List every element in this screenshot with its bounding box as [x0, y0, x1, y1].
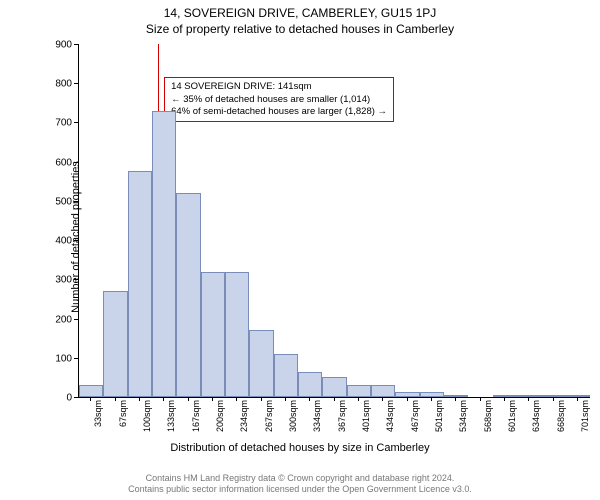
- histogram-bar: [322, 377, 346, 397]
- histogram-bar: [298, 372, 322, 397]
- y-axis: 0100200300400500600700800900: [48, 44, 78, 398]
- x-tick-mark: [382, 397, 383, 401]
- histogram-bar: [347, 385, 371, 397]
- histogram-bar: [444, 395, 468, 397]
- y-tick-label: 400: [55, 236, 72, 247]
- x-tick-mark: [528, 397, 529, 401]
- x-tick-mark: [504, 397, 505, 401]
- x-tick-mark: [577, 397, 578, 401]
- x-tick-label: 434sqm: [385, 400, 395, 432]
- title-address: 14, SOVEREIGN DRIVE, CAMBERLEY, GU15 1PJ: [0, 6, 600, 20]
- histogram-bar: [128, 171, 152, 397]
- callout-line3: 64% of semi-detached houses are larger (…: [171, 106, 387, 118]
- histogram-bar: [103, 291, 127, 397]
- footer-line2: Contains public sector information licen…: [0, 484, 600, 496]
- x-tick-mark: [334, 397, 335, 401]
- title-subtitle: Size of property relative to detached ho…: [0, 22, 600, 36]
- x-tick-label: 67sqm: [118, 400, 128, 427]
- y-tick-label: 700: [55, 118, 72, 129]
- footer-line1: Contains HM Land Registry data © Crown c…: [0, 473, 600, 485]
- x-tick-mark: [261, 397, 262, 401]
- x-tick-label: 501sqm: [434, 400, 444, 432]
- x-tick-label: 601sqm: [507, 400, 517, 432]
- footer-attribution: Contains HM Land Registry data © Crown c…: [0, 473, 600, 496]
- x-tick-label: 401sqm: [361, 400, 371, 432]
- x-tick-label: 367sqm: [337, 400, 347, 432]
- histogram-bar: [152, 111, 176, 397]
- x-tick-mark: [480, 397, 481, 401]
- x-tick-label: 167sqm: [191, 400, 201, 432]
- x-tick-label: 467sqm: [410, 400, 420, 432]
- histogram-bar: [176, 193, 200, 397]
- x-tick-label: 200sqm: [215, 400, 225, 432]
- histogram-bar: [249, 330, 273, 397]
- x-tick-label: 634sqm: [531, 400, 541, 432]
- y-tick-label: 900: [55, 40, 72, 51]
- y-tick-label: 100: [55, 353, 72, 364]
- x-tick-label: 568sqm: [483, 400, 493, 432]
- y-tick-label: 600: [55, 157, 72, 168]
- plot-area: 14 SOVEREIGN DRIVE: 141sqm ← 35% of deta…: [78, 44, 590, 398]
- x-tick-mark: [431, 397, 432, 401]
- x-tick-mark: [188, 397, 189, 401]
- x-tick-mark: [358, 397, 359, 401]
- x-tick-mark: [139, 397, 140, 401]
- x-tick-mark: [90, 397, 91, 401]
- y-tick-label: 200: [55, 314, 72, 325]
- x-tick-mark: [285, 397, 286, 401]
- histogram-bar: [371, 385, 395, 397]
- x-tick-mark: [407, 397, 408, 401]
- x-tick-label: 100sqm: [142, 400, 152, 432]
- y-tick-label: 800: [55, 79, 72, 90]
- x-tick-mark: [163, 397, 164, 401]
- x-axis-label: Distribution of detached houses by size …: [0, 442, 600, 454]
- x-axis: 33sqm 67sqm 100sqm 133sqm 167sqm 200sqm 234sqm…: [78, 398, 590, 430]
- chart-area: Number of detached properties 0100200300…: [0, 44, 600, 430]
- x-tick-label: 234sqm: [239, 400, 249, 432]
- x-tick-label: 534sqm: [458, 400, 468, 432]
- callout-line2: ← 35% of detached houses are smaller (1,…: [171, 94, 387, 106]
- x-tick-label: 133sqm: [166, 400, 176, 432]
- x-tick-label: 267sqm: [264, 400, 274, 432]
- x-tick-label: 701sqm: [580, 400, 590, 432]
- x-tick-mark: [553, 397, 554, 401]
- x-tick-label: 33sqm: [93, 400, 103, 427]
- x-tick-label: 300sqm: [288, 400, 298, 432]
- x-tick-mark: [309, 397, 310, 401]
- chart-title-block: 14, SOVEREIGN DRIVE, CAMBERLEY, GU15 1PJ…: [0, 0, 600, 36]
- histogram-bar: [79, 385, 103, 397]
- x-tick-label: 668sqm: [556, 400, 566, 432]
- y-tick-label: 500: [55, 196, 72, 207]
- x-tick-mark: [115, 397, 116, 401]
- x-tick-mark: [212, 397, 213, 401]
- histogram-bar: [225, 272, 249, 398]
- x-tick-mark: [236, 397, 237, 401]
- x-tick-label: 334sqm: [312, 400, 322, 432]
- callout-box: 14 SOVEREIGN DRIVE: 141sqm ← 35% of deta…: [164, 77, 394, 122]
- x-tick-mark: [455, 397, 456, 401]
- histogram-bar: [517, 395, 541, 397]
- histogram-bar: [201, 272, 225, 398]
- histogram-bar: [274, 354, 298, 397]
- y-tick-label: 0: [66, 393, 72, 404]
- y-tick-label: 300: [55, 275, 72, 286]
- callout-line1: 14 SOVEREIGN DRIVE: 141sqm: [171, 81, 387, 93]
